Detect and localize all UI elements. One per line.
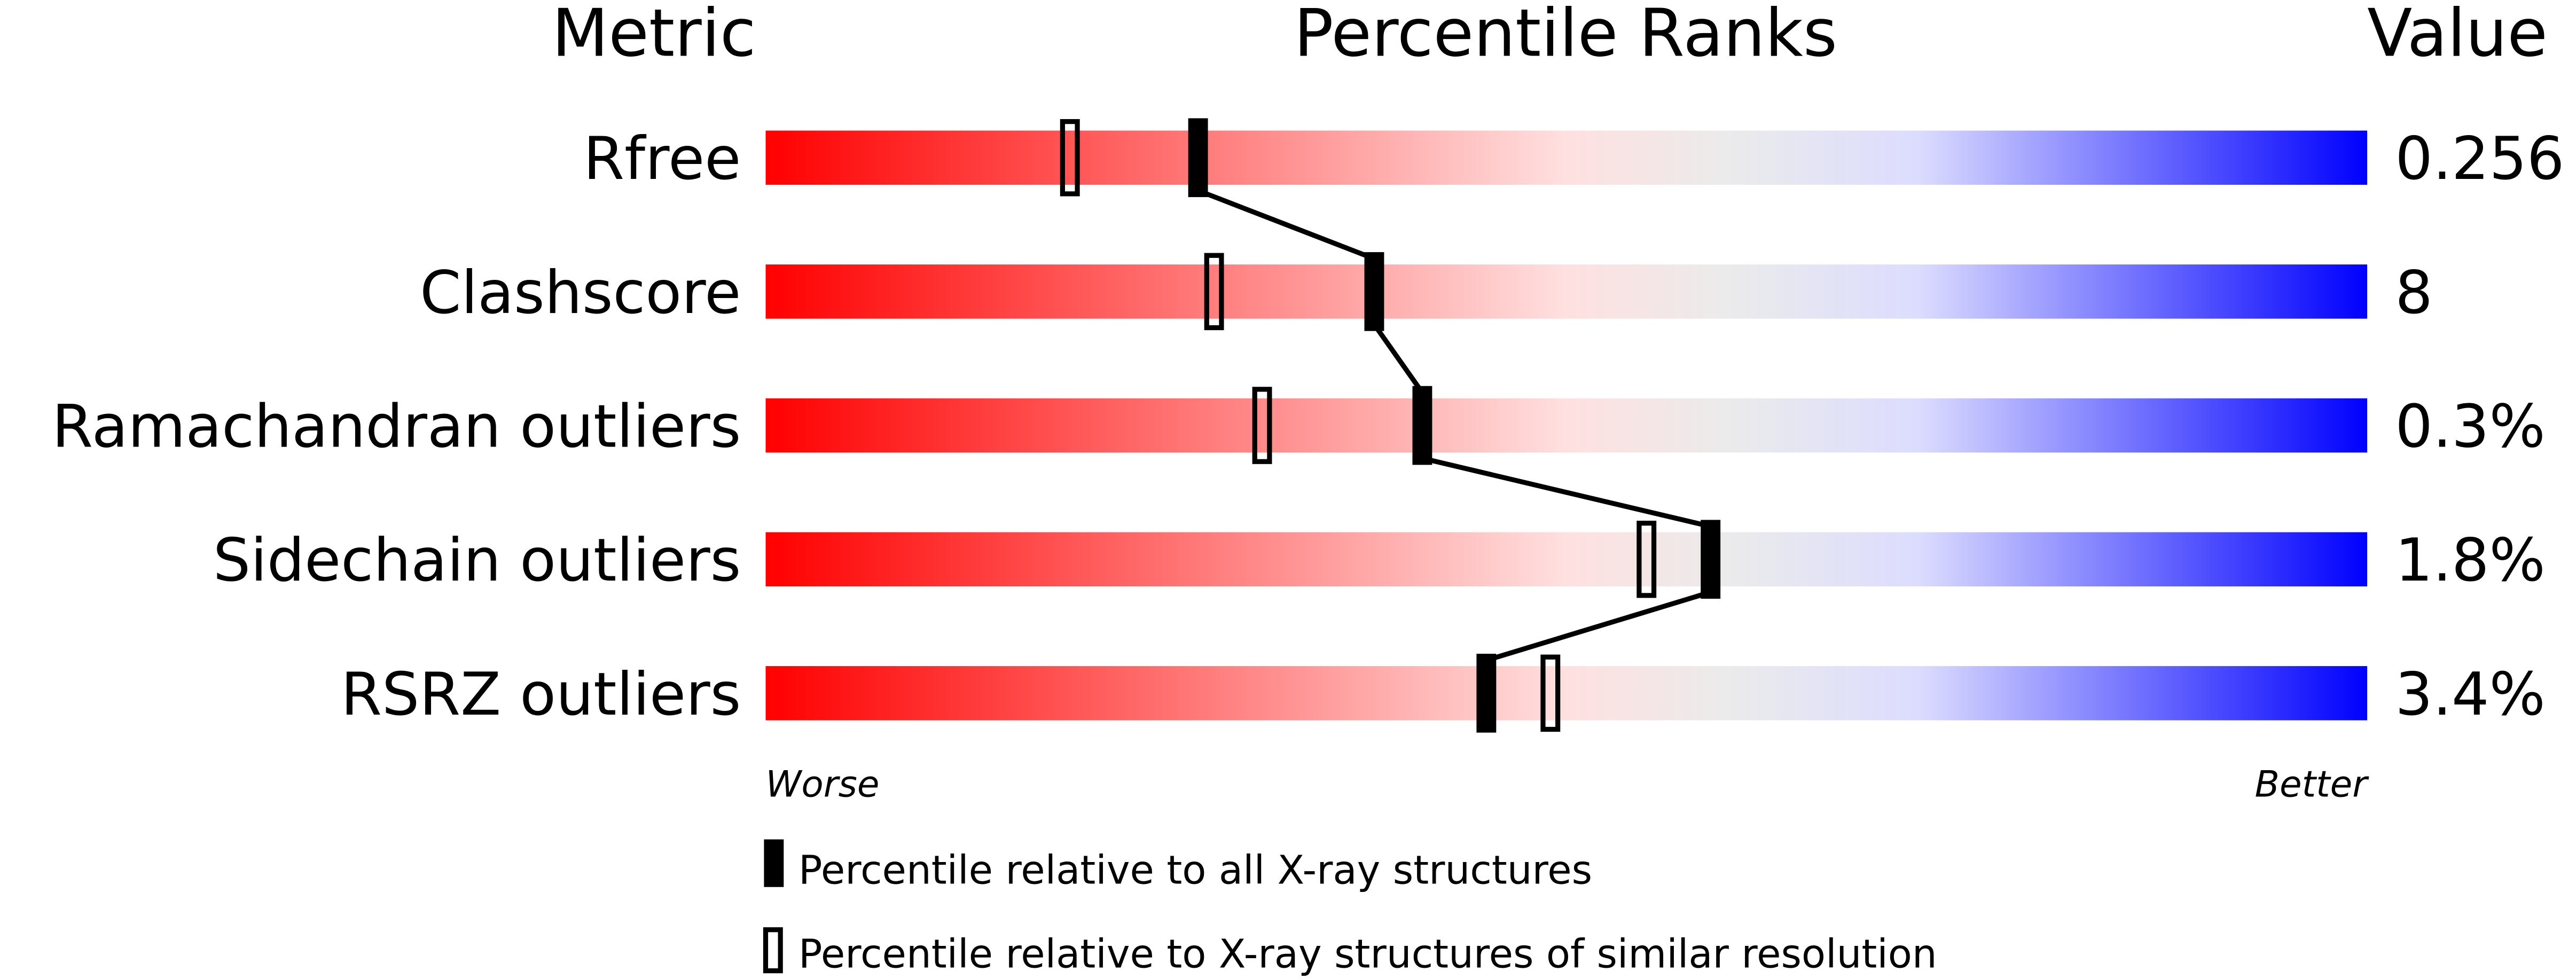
connector-segment: [1421, 456, 1711, 529]
metric-value: 3.4%: [2395, 660, 2545, 729]
metric-value: 1.8%: [2395, 526, 2545, 595]
metric-label: Clashscore: [420, 259, 741, 327]
metric-value: 0.256: [2395, 124, 2564, 193]
percentile-bar: [765, 666, 2368, 720]
percentile-bar: [765, 130, 2368, 185]
marker-all-structures: [1476, 654, 1497, 733]
connector-segment: [1485, 590, 1712, 663]
metric-value: 8: [2395, 259, 2432, 327]
marker-all-structures: [1701, 520, 1721, 599]
header-metric: Metric: [552, 0, 756, 72]
marker-similar-resolution: [1252, 387, 1272, 464]
metric-value: 0.3%: [2395, 393, 2545, 461]
percentile-bar: [765, 532, 2368, 586]
header-value: Value: [2367, 0, 2548, 72]
metric-label: Rfree: [583, 124, 741, 193]
marker-similar-resolution: [1540, 654, 1561, 732]
header-percentile-ranks: Percentile Ranks: [1294, 0, 1837, 72]
marker-similar-resolution: [1204, 253, 1224, 331]
legend-label-all: Percentile relative to all X-ray structu…: [798, 848, 1592, 894]
legend-filled-marker-icon: [764, 839, 784, 887]
legend-open-marker-icon: [763, 927, 783, 974]
metric-label: Ramachandran outliers: [52, 393, 741, 461]
metric-label: Sidechain outliers: [213, 526, 741, 595]
marker-all-structures: [1364, 252, 1384, 331]
metric-rows: Rfree 0.256 Clashscore 8 Ramachandran outlie…: [52, 124, 2564, 729]
axis-label-better: Better: [2255, 763, 2370, 805]
connector-segment: [1372, 323, 1424, 394]
percentile-bar: [765, 264, 2368, 319]
connector-segment: [1197, 188, 1375, 261]
percentile-bar: [765, 398, 2368, 453]
markers: [1060, 118, 1721, 733]
marker-similar-resolution: [1637, 520, 1657, 598]
marker-all-structures: [1412, 386, 1432, 465]
connector-line: [1197, 188, 1712, 663]
axis-label-worse: Worse: [765, 763, 879, 805]
marker-all-structures: [1188, 118, 1208, 198]
legend-label-similar: Percentile relative to X-ray structures …: [798, 931, 1937, 977]
marker-similar-resolution: [1060, 119, 1080, 197]
metric-label: RSRZ outliers: [341, 660, 741, 729]
